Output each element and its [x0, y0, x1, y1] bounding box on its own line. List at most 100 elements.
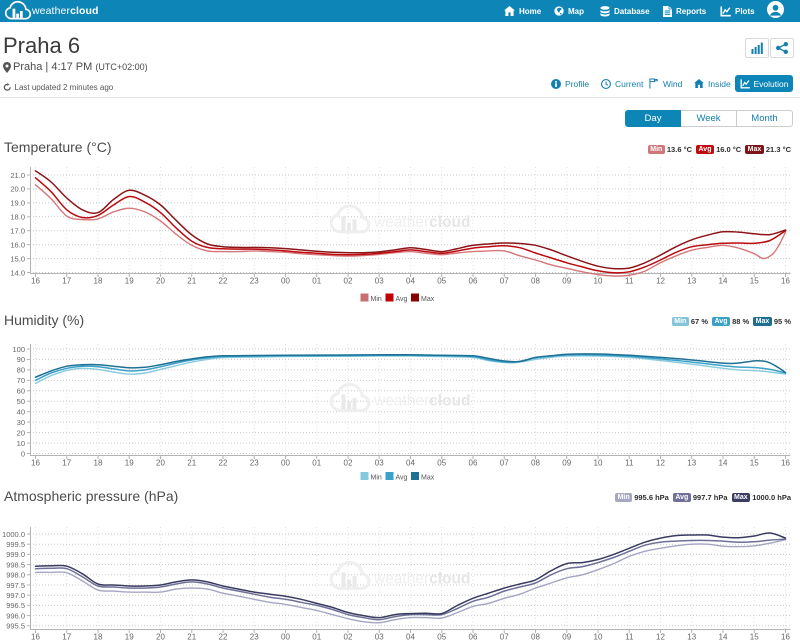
svg-text:04: 04 [406, 277, 415, 286]
svg-text:23: 23 [250, 633, 259, 642]
svg-text:20.0: 20.0 [10, 185, 25, 194]
svg-text:02: 02 [344, 633, 353, 642]
svg-text:40: 40 [17, 408, 25, 417]
svg-text:70: 70 [17, 376, 25, 385]
svg-text:Avg: Avg [396, 296, 408, 303]
svg-text:11: 11 [625, 277, 634, 286]
svg-text:01: 01 [312, 459, 321, 468]
svg-text:21: 21 [187, 459, 196, 468]
svg-text:20: 20 [156, 277, 165, 286]
svg-text:16: 16 [781, 459, 790, 468]
svg-text:Avg: Avg [396, 474, 408, 481]
svg-text:Min: Min [371, 296, 382, 303]
svg-text:16: 16 [31, 633, 40, 642]
svg-text:08: 08 [531, 277, 540, 286]
svg-text:80: 80 [17, 366, 25, 375]
svg-text:12: 12 [656, 633, 665, 642]
svg-text:03: 03 [375, 459, 384, 468]
svg-text:05: 05 [437, 633, 446, 642]
svg-text:30: 30 [17, 418, 25, 427]
svg-text:19: 19 [125, 459, 134, 468]
svg-text:00: 00 [281, 459, 290, 468]
svg-text:15: 15 [750, 459, 759, 468]
svg-text:19.0: 19.0 [10, 199, 25, 208]
svg-text:14: 14 [719, 277, 728, 286]
svg-text:16: 16 [31, 277, 40, 286]
svg-text:21.0: 21.0 [10, 171, 25, 180]
svg-text:12: 12 [656, 277, 665, 286]
svg-text:weathercloud: weathercloud [373, 214, 471, 231]
svg-text:22: 22 [219, 277, 228, 286]
svg-text:Max: Max [421, 296, 435, 303]
svg-text:20: 20 [17, 428, 25, 437]
svg-text:Min: Min [371, 474, 382, 481]
svg-text:20: 20 [156, 459, 165, 468]
svg-text:11: 11 [625, 633, 634, 642]
svg-text:09: 09 [562, 459, 571, 468]
svg-text:03: 03 [375, 277, 384, 286]
svg-text:23: 23 [250, 459, 259, 468]
svg-text:10: 10 [594, 459, 603, 468]
svg-text:18: 18 [94, 277, 103, 286]
svg-text:14: 14 [719, 633, 728, 642]
svg-text:18: 18 [94, 459, 103, 468]
svg-text:23: 23 [250, 277, 259, 286]
svg-text:04: 04 [406, 459, 415, 468]
svg-text:60: 60 [17, 387, 25, 396]
svg-text:17: 17 [62, 633, 71, 642]
svg-text:999.0: 999.0 [6, 550, 25, 559]
svg-text:06: 06 [469, 277, 478, 286]
svg-text:07: 07 [500, 277, 509, 286]
svg-text:100: 100 [12, 345, 25, 354]
svg-text:17: 17 [62, 459, 71, 468]
svg-text:02: 02 [344, 459, 353, 468]
svg-text:19: 19 [125, 277, 134, 286]
svg-text:21: 21 [187, 277, 196, 286]
svg-text:15: 15 [750, 633, 759, 642]
svg-text:20: 20 [156, 633, 165, 642]
svg-text:08: 08 [531, 459, 540, 468]
svg-text:22: 22 [219, 459, 228, 468]
svg-text:09: 09 [562, 633, 571, 642]
svg-text:05: 05 [437, 277, 446, 286]
svg-text:996.0: 996.0 [6, 611, 25, 620]
svg-text:15: 15 [750, 277, 759, 286]
svg-text:07: 07 [500, 459, 509, 468]
svg-text:999.5: 999.5 [6, 540, 25, 549]
svg-text:1000.0: 1000.0 [2, 530, 25, 539]
svg-text:10: 10 [594, 277, 603, 286]
svg-text:01: 01 [312, 633, 321, 642]
svg-text:06: 06 [469, 633, 478, 642]
svg-text:10: 10 [17, 439, 25, 448]
svg-text:14: 14 [719, 459, 728, 468]
svg-text:10: 10 [594, 633, 603, 642]
svg-text:18.0: 18.0 [10, 213, 25, 222]
svg-text:03: 03 [375, 633, 384, 642]
svg-text:09: 09 [562, 277, 571, 286]
svg-text:17.0: 17.0 [10, 227, 25, 236]
svg-text:0: 0 [21, 449, 25, 458]
svg-text:17: 17 [62, 277, 71, 286]
svg-text:13: 13 [687, 277, 696, 286]
svg-text:weathercloud: weathercloud [373, 571, 471, 588]
svg-text:13: 13 [687, 459, 696, 468]
svg-text:01: 01 [312, 277, 321, 286]
svg-text:996.5: 996.5 [6, 601, 25, 610]
svg-text:00: 00 [281, 277, 290, 286]
svg-text:22: 22 [219, 633, 228, 642]
svg-text:16: 16 [781, 277, 790, 286]
svg-text:16.0: 16.0 [10, 241, 25, 250]
svg-text:Max: Max [421, 474, 435, 481]
svg-text:19: 19 [125, 633, 134, 642]
svg-text:998.5: 998.5 [6, 560, 25, 569]
svg-text:11: 11 [625, 459, 634, 468]
svg-text:998.0: 998.0 [6, 571, 25, 580]
svg-text:16: 16 [781, 633, 790, 642]
svg-text:16: 16 [31, 459, 40, 468]
svg-text:997.0: 997.0 [6, 591, 25, 600]
svg-text:14.0: 14.0 [10, 268, 25, 277]
svg-text:07: 07 [500, 633, 509, 642]
svg-text:weathercloud: weathercloud [373, 393, 471, 410]
svg-text:13: 13 [687, 633, 696, 642]
svg-text:00: 00 [281, 633, 290, 642]
